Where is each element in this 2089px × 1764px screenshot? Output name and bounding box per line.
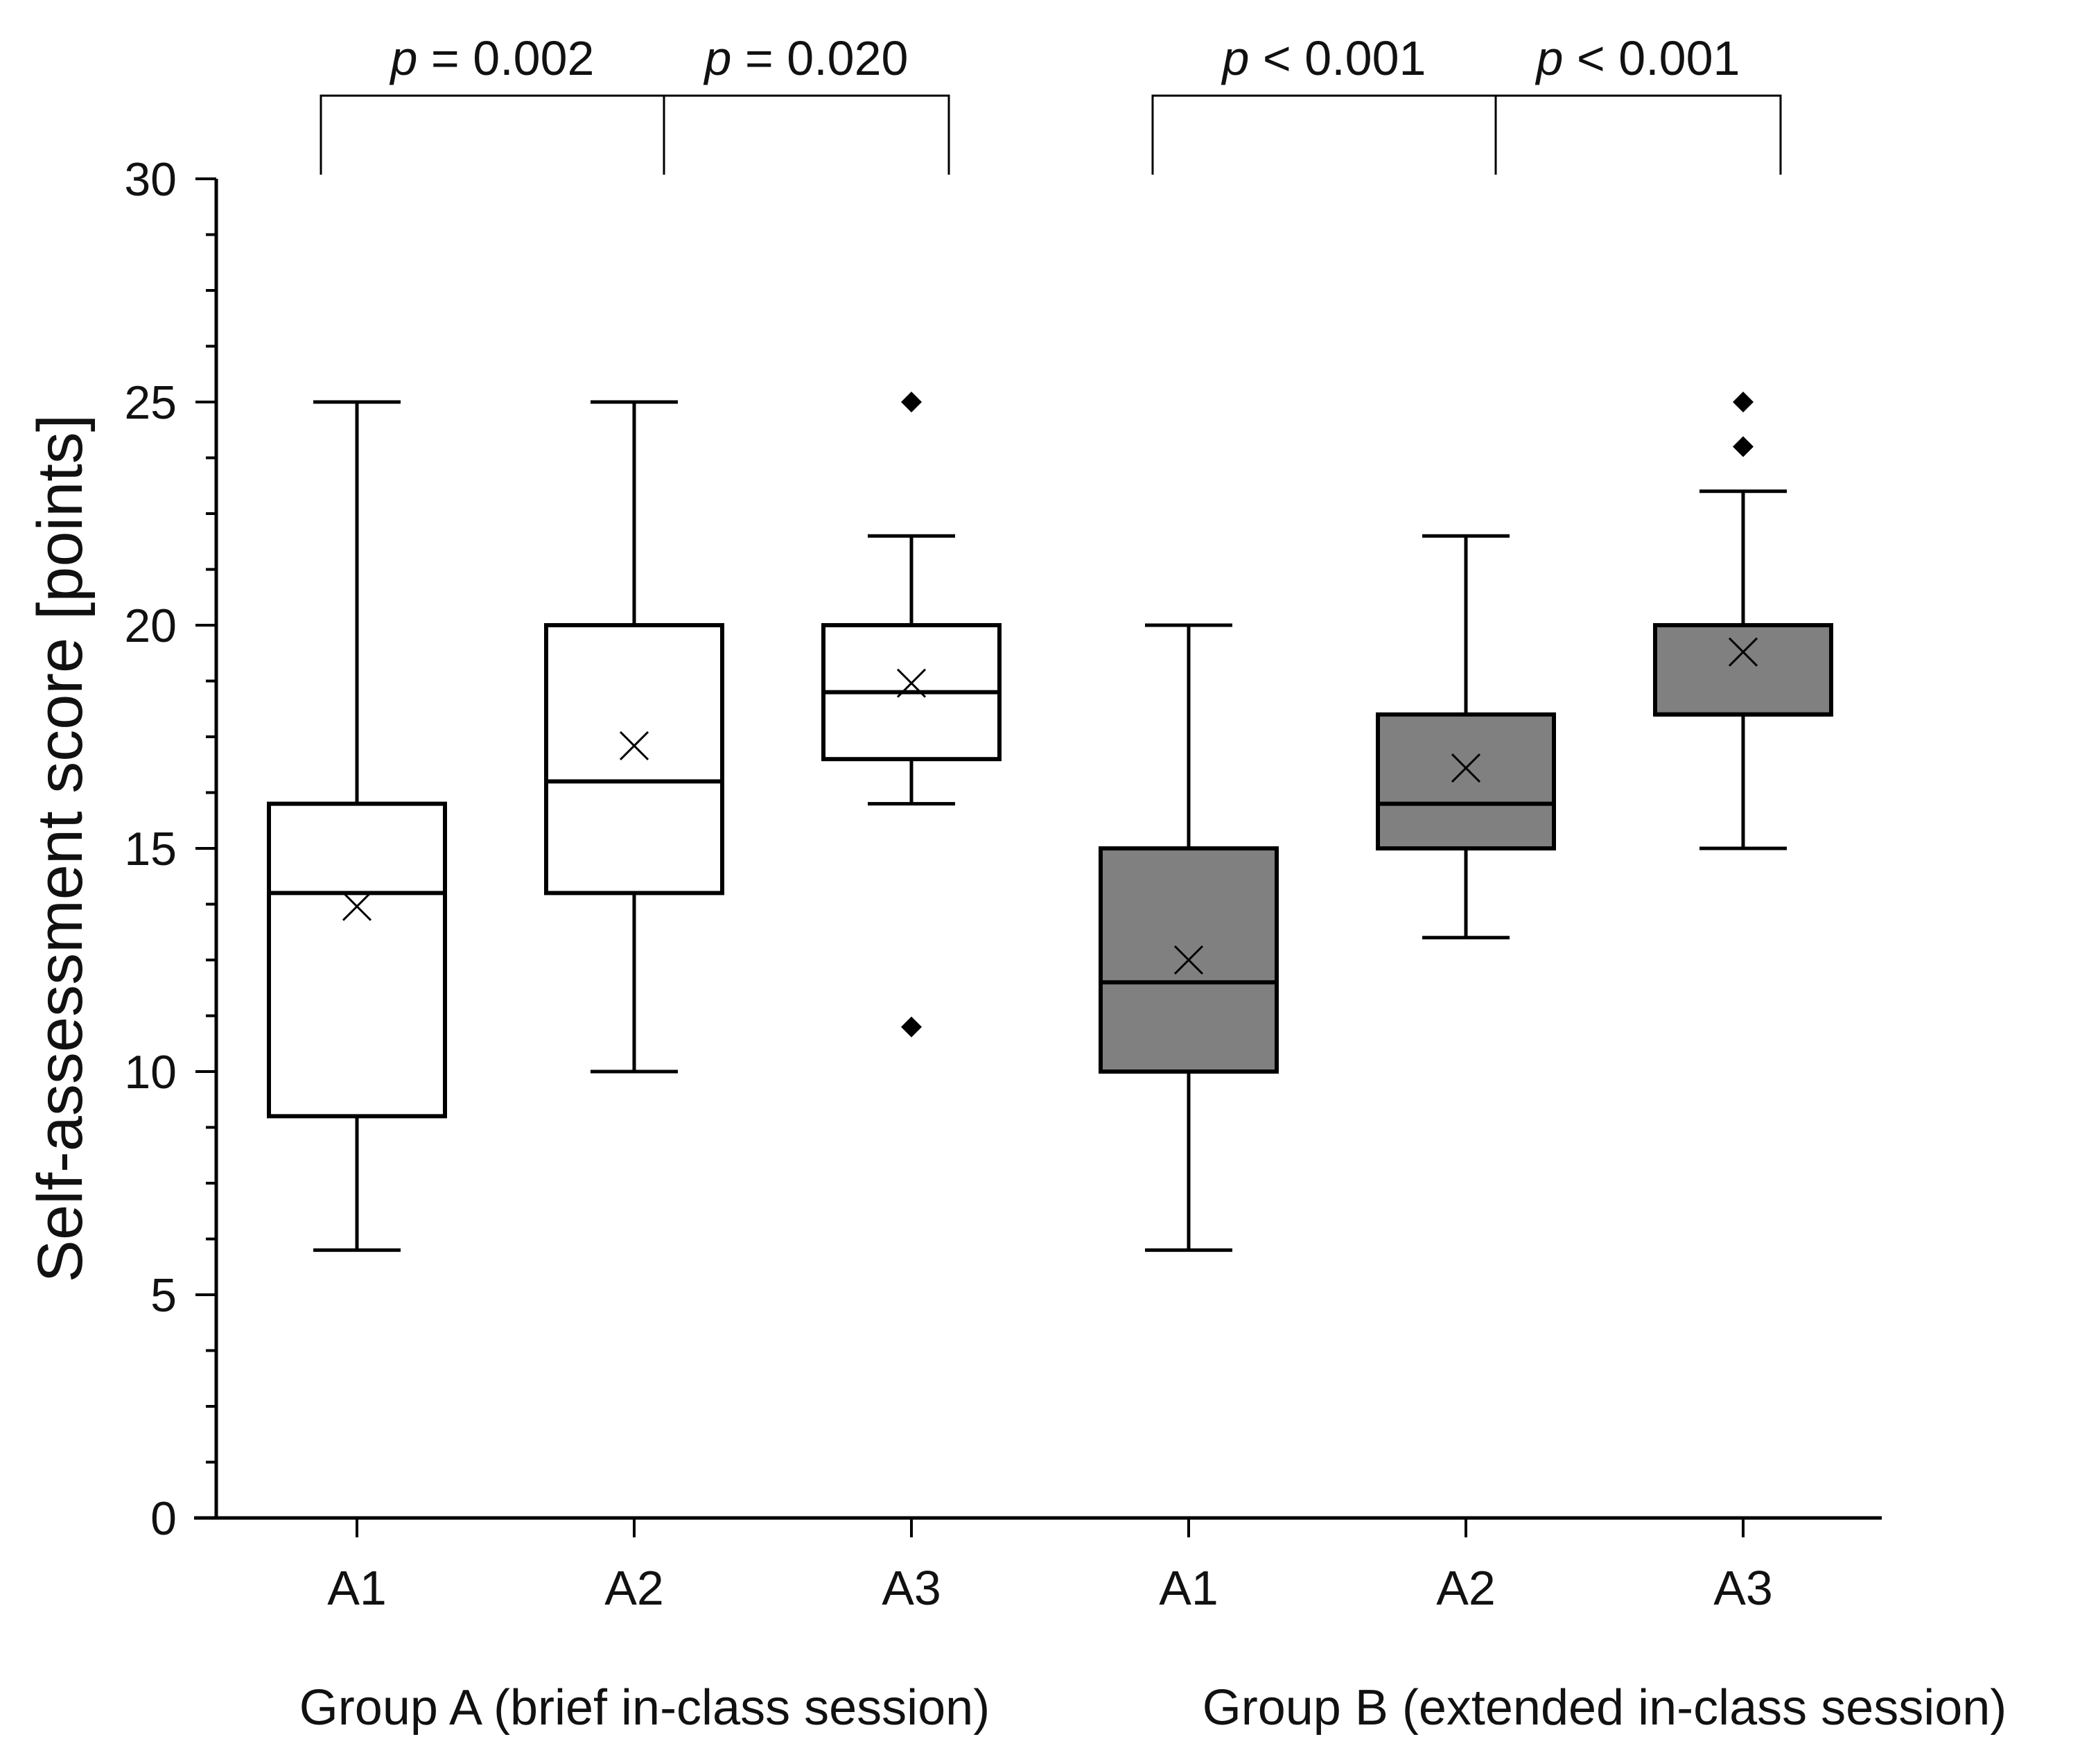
y-axis-ticks: 0 5 10 15 20 25 30 xyxy=(124,153,216,1545)
axes xyxy=(194,179,1882,1520)
bracket-line xyxy=(1494,94,1782,175)
iqr-box xyxy=(1376,712,1556,851)
mean-marker xyxy=(342,891,372,921)
outlier-point xyxy=(901,1016,922,1038)
mean-marker xyxy=(1173,945,1204,975)
x-tick-label: A2 xyxy=(1436,1561,1496,1615)
bracket-line xyxy=(1151,94,1497,175)
y-tick-label: 30 xyxy=(124,153,177,206)
outlier-point xyxy=(1733,392,1754,412)
significance-brackets: p = 0.002 p = 0.020 p < 0.001 p < 0.001 xyxy=(320,31,1782,175)
y-tick-label: 15 xyxy=(124,823,177,875)
outlier-point xyxy=(901,392,922,412)
y-axis-title: Self-assessment score [points] xyxy=(25,414,96,1283)
mean-marker xyxy=(896,668,927,698)
x-tick-label: A1 xyxy=(1159,1561,1218,1615)
box-group-a-a2 xyxy=(544,400,724,1074)
iqr-box xyxy=(1653,623,1833,717)
y-tick-label: 25 xyxy=(124,376,177,429)
box-plots xyxy=(267,392,1833,1252)
box-group-b-a2 xyxy=(1376,534,1556,940)
significance-bracket: p = 0.020 xyxy=(663,31,950,175)
mean-marker xyxy=(1728,637,1758,667)
box-group-b-a1 xyxy=(1099,623,1279,1252)
box-group-a-a3 xyxy=(821,392,1002,1038)
p-value-label: p = 0.020 xyxy=(703,31,909,85)
iqr-box xyxy=(267,801,447,1119)
x-tick-label: A3 xyxy=(1713,1561,1773,1615)
group-a-label: Group A (brief in-class session) xyxy=(299,1680,990,1736)
significance-bracket: p < 0.001 xyxy=(1151,31,1497,175)
bracket-line xyxy=(320,94,665,175)
significance-bracket: p = 0.002 xyxy=(320,31,665,175)
y-tick-label: 20 xyxy=(124,600,177,652)
x-axis-labels: A1 A2 A3 A1 A2 A3 xyxy=(327,1518,1773,1615)
significance-bracket: p < 0.001 xyxy=(1494,31,1782,175)
x-tick-label: A1 xyxy=(327,1561,387,1615)
outlier-point xyxy=(1733,436,1754,457)
y-tick-label: 0 xyxy=(150,1492,177,1545)
group-b-label: Group B (extended in-class session) xyxy=(1203,1680,2007,1736)
y-tick-label: 5 xyxy=(150,1269,177,1322)
box-group-b-a3 xyxy=(1653,392,1833,850)
y-tick-label: 10 xyxy=(124,1046,177,1099)
p-value-label: p < 0.001 xyxy=(1221,31,1426,85)
mean-marker xyxy=(1451,753,1481,783)
iqr-box xyxy=(544,623,724,896)
p-value-label: p = 0.002 xyxy=(390,31,595,85)
x-tick-label: A3 xyxy=(882,1561,941,1615)
box-group-a-a1 xyxy=(267,400,447,1252)
p-value-label: p < 0.001 xyxy=(1535,31,1740,85)
mean-marker xyxy=(619,731,649,760)
bracket-line xyxy=(663,94,950,175)
x-tick-label: A2 xyxy=(604,1561,664,1615)
